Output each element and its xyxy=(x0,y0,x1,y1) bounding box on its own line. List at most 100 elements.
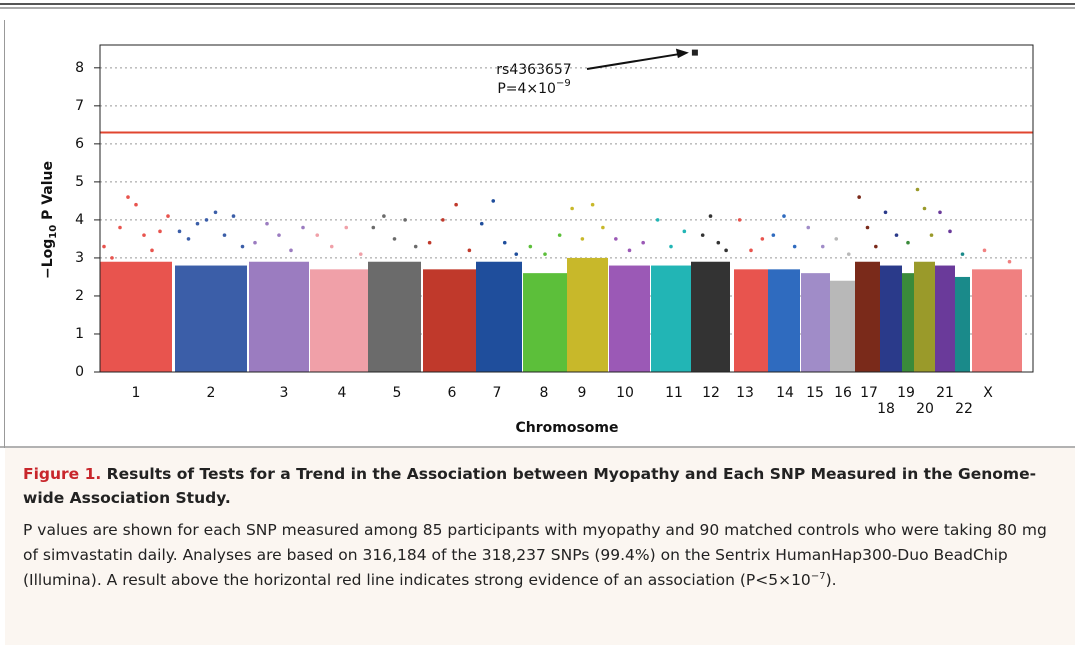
y-label-part: −Log xyxy=(40,239,56,279)
snp-point xyxy=(392,237,397,241)
snp-point xyxy=(760,237,765,241)
snp-point xyxy=(344,225,349,230)
snp-bulk xyxy=(651,265,691,372)
x-tick-label: 15 xyxy=(806,385,824,401)
snp-point xyxy=(708,214,713,218)
y-tick-label: 1 xyxy=(75,326,84,342)
y-tick-label: 6 xyxy=(75,136,84,152)
snp-point xyxy=(716,240,721,245)
x-tick-label: 18 xyxy=(877,401,895,417)
snp-point xyxy=(158,229,162,234)
snp-bulk xyxy=(955,276,970,372)
snp-point xyxy=(960,252,965,256)
x-tick-label: 4 xyxy=(338,385,347,401)
snp-point xyxy=(371,225,376,230)
snp-point xyxy=(329,244,334,249)
x-tick-label: 7 xyxy=(493,385,502,401)
caption-body-text: P values are shown for each SNP measured… xyxy=(23,521,1047,589)
snp-point xyxy=(403,218,407,222)
snp-point xyxy=(222,233,227,237)
snp-point xyxy=(253,240,257,245)
caption-title: Results of Tests for a Trend in the Asso… xyxy=(23,465,1037,507)
snp-point xyxy=(358,252,363,256)
snp-point xyxy=(806,225,811,230)
annotation-arrow xyxy=(586,52,682,70)
annotation-p-exp: −9 xyxy=(556,78,571,89)
caption-body-end: ). xyxy=(825,571,837,589)
snp-point xyxy=(231,214,236,218)
x-tick-label: 14 xyxy=(776,385,794,401)
snp-point xyxy=(929,233,934,237)
x-tick-label: 3 xyxy=(280,385,289,401)
snp-point xyxy=(118,225,122,230)
snp-bulk xyxy=(310,269,368,372)
snp-bulk xyxy=(855,261,880,372)
snp-point xyxy=(601,225,605,230)
snp-bulk xyxy=(249,261,309,372)
annotation-p-text: P=4×10 xyxy=(497,81,556,97)
snp-point xyxy=(915,187,920,192)
x-tick-label: 17 xyxy=(860,385,878,401)
snp-point xyxy=(700,233,705,237)
snp-point xyxy=(883,210,888,215)
x-tick-label: 13 xyxy=(736,385,754,401)
snp-point xyxy=(382,214,386,218)
snp-point xyxy=(177,229,182,234)
caption: Figure 1. Results of Tests for a Trend i… xyxy=(5,448,1075,645)
snp-bulk xyxy=(801,273,830,372)
snp-point xyxy=(427,240,432,245)
snp-point xyxy=(289,248,293,253)
snp-point xyxy=(570,206,574,211)
snp-point xyxy=(142,233,146,237)
snp-point xyxy=(479,221,484,226)
snp-point xyxy=(724,248,728,253)
snp-point xyxy=(782,214,786,218)
snp-point xyxy=(467,248,472,253)
y-label-sub: 10 xyxy=(48,225,59,239)
snp-point xyxy=(655,218,660,222)
x-tick-label: 11 xyxy=(665,385,683,401)
snp-point xyxy=(590,202,595,207)
snp-point xyxy=(441,218,445,222)
snp-point xyxy=(102,244,106,249)
x-tick-label: 22 xyxy=(955,401,973,417)
x-tick-label: 16 xyxy=(834,385,852,401)
x-tick-label: 5 xyxy=(393,385,402,401)
x-tick-label: 2 xyxy=(207,385,216,401)
snp-point xyxy=(166,214,170,218)
snp-bulk xyxy=(567,257,608,372)
snp-point xyxy=(749,248,753,253)
snp-bulk xyxy=(368,261,421,372)
snp-point xyxy=(514,252,519,256)
y-tick-label: 7 xyxy=(75,98,84,114)
x-tick-label: 19 xyxy=(897,385,915,401)
snp-point xyxy=(315,233,320,237)
snp-bulk xyxy=(476,261,522,372)
caption-label: Figure 1. xyxy=(23,465,102,483)
snp-point xyxy=(543,252,547,256)
snp-point xyxy=(301,225,305,230)
snp-point xyxy=(413,244,418,249)
annotation-id: rs4363657 xyxy=(496,62,571,78)
snp-point xyxy=(737,218,742,222)
snp-point xyxy=(502,240,507,245)
y-label-part: P Value xyxy=(40,161,56,225)
snp-point xyxy=(195,221,200,226)
snp-bulk xyxy=(914,261,935,372)
caption-body: P values are shown for each SNP measured… xyxy=(23,518,1057,593)
caption-body-exp: −7 xyxy=(810,570,826,582)
snp-point xyxy=(240,244,245,249)
snp-point xyxy=(614,237,618,241)
snp-point xyxy=(792,244,797,249)
snp-point xyxy=(894,233,899,237)
snp-point xyxy=(1007,259,1012,264)
snp-point xyxy=(938,210,942,215)
snp-bulk xyxy=(691,261,730,372)
snp-point xyxy=(771,233,776,237)
snp-point xyxy=(454,202,458,207)
snp-point xyxy=(186,237,191,241)
snp-point xyxy=(204,218,209,222)
snp-point xyxy=(682,229,687,234)
top-snp xyxy=(691,49,698,56)
